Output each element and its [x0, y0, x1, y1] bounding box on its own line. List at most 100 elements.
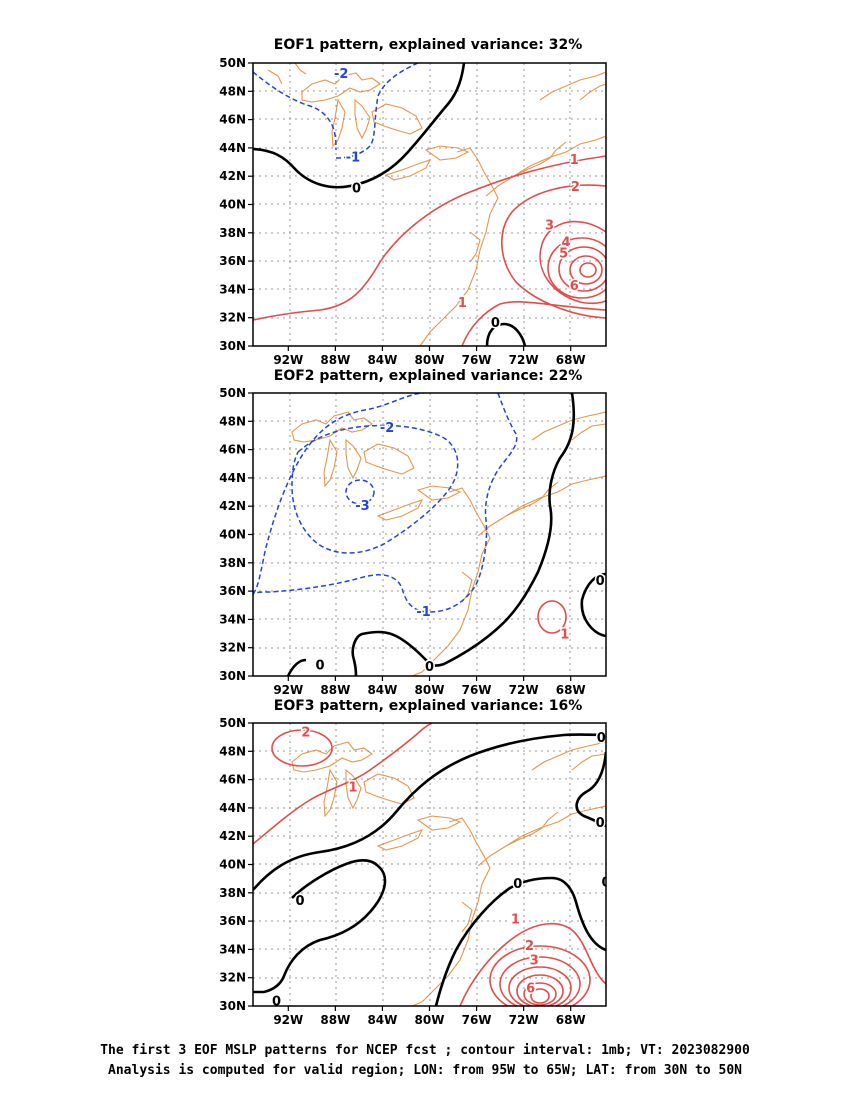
contour-label: -1	[416, 605, 430, 620]
eof1-contour-neg2	[253, 71, 337, 151]
caption-line-1: The first 3 EOF MSLP patterns for NCEP f…	[100, 1043, 750, 1058]
eof2-axes: 50N 48N 46N 44N 42N 40N 38N 36N 34N 32N 30N 92W 88W 8…	[219, 386, 585, 697]
lon-tick-label: 68W	[556, 1013, 586, 1027]
lat-tick-label: 34N	[219, 612, 246, 626]
contour-label: 2	[301, 725, 310, 740]
lat-tick-label: 34N	[219, 942, 246, 956]
lat-tick-label: 40N	[219, 858, 246, 872]
contour-label: 0	[316, 659, 325, 674]
eof3-contour-zero-b	[253, 859, 387, 994]
lon-tick-label: 80W	[415, 683, 445, 697]
eof1-coastline	[267, 63, 606, 346]
eof1-contour-labels: -2 -1 0 1 2 345 6 1 0	[333, 65, 582, 332]
lat-tick-label: 44N	[219, 141, 246, 155]
eof2-contour-zero-b	[286, 658, 307, 676]
lon-tick-label: 72W	[509, 353, 539, 367]
eof1-grid	[253, 63, 606, 346]
lat-tick-label: 40N	[219, 198, 246, 212]
contour-label: 1	[570, 153, 579, 168]
lon-tick-label: 92W	[273, 1013, 303, 1027]
lon-tick-label: 76W	[462, 1013, 492, 1027]
contour-label: 6	[526, 982, 535, 997]
contour-label: -2	[334, 67, 348, 82]
lon-tick-label: 88W	[320, 683, 350, 697]
lat-tick-label: 36N	[219, 254, 246, 268]
contour-label: 0	[597, 731, 606, 746]
contour-label: 3	[530, 953, 539, 968]
lat-tick-label: 36N	[219, 584, 246, 598]
lat-tick-label: 42N	[219, 169, 246, 183]
eof2-panel: EOF2 pattern, explained variance: 22%	[219, 368, 607, 697]
eof3-contour-pos1-b	[459, 923, 606, 1006]
lat-tick-label: 42N	[219, 499, 246, 513]
eof2-contour-zero	[351, 393, 576, 676]
lon-tick-label: 84W	[367, 353, 397, 367]
lon-tick-label: 68W	[556, 353, 586, 367]
eof1-contour-pos1	[253, 155, 606, 321]
contour-label: 3	[545, 218, 554, 233]
eof3-contour-pos6	[523, 982, 557, 1006]
contour-label: 0	[596, 816, 605, 831]
eof1-axes: 50N 48N 46N 44N 42N 40N 38N 36N 34N 32N 30N 92W 88W 8…	[219, 56, 585, 367]
eof1-contour-zero-b	[485, 322, 527, 346]
lat-tick-label: 30N	[219, 669, 246, 683]
eof3-contour-pos5	[516, 974, 564, 1006]
contour-label: 1	[348, 781, 357, 796]
eof1-panel: EOF1 pattern, explained variance: 32%	[219, 37, 607, 367]
contour-label: -2	[380, 421, 394, 436]
lon-tick-label: 84W	[367, 683, 397, 697]
eof1-title: EOF1 pattern, explained variance: 32%	[274, 37, 582, 53]
eof3-contour-zero-c	[434, 876, 606, 1006]
lat-tick-label: 38N	[219, 556, 246, 570]
lat-tick-label: 32N	[219, 641, 246, 655]
contour-label: 0	[296, 894, 305, 909]
lon-tick-label: 88W	[320, 353, 350, 367]
eof2-contour-neg1	[253, 393, 518, 613]
lat-tick-label: 48N	[219, 84, 246, 98]
lat-tick-label: 46N	[219, 113, 246, 127]
eof1-contour-pos4	[547, 237, 606, 299]
eof1-contour-neg1	[335, 63, 419, 159]
eof3-axes: 50N 48N 46N 44N 42N 40N 38N 36N 34N 32N 30N 92W 88W 8…	[219, 716, 585, 1027]
contour-label: 0	[352, 182, 361, 197]
eof2-contour-neg2	[291, 424, 459, 554]
lat-tick-label: 30N	[219, 999, 246, 1013]
eof2-contour-pos1	[537, 600, 567, 634]
contour-label: 0	[596, 574, 605, 589]
contour-label: 1	[511, 912, 520, 927]
contour-label: -1	[346, 150, 360, 165]
lat-tick-label: 48N	[219, 414, 246, 428]
lon-tick-label: 88W	[320, 1013, 350, 1027]
caption-line-2: Analysis is computed for valid region; L…	[108, 1063, 742, 1078]
lat-tick-label: 50N	[219, 386, 246, 400]
lon-tick-label: 92W	[273, 353, 303, 367]
eof2-title: EOF2 pattern, explained variance: 22%	[274, 368, 582, 384]
eof1-contour-pos6	[569, 255, 603, 285]
lat-tick-label: 42N	[219, 829, 246, 843]
contour-label: 4	[561, 235, 570, 250]
lat-tick-label: 32N	[219, 971, 246, 985]
eof1-contour-pos2	[501, 184, 606, 319]
lat-tick-label: 38N	[219, 226, 246, 240]
eof3-title: EOF3 pattern, explained variance: 16%	[274, 698, 582, 714]
lat-tick-label: 48N	[219, 744, 246, 758]
lon-tick-label: 72W	[509, 683, 539, 697]
contour-label: 0	[491, 316, 500, 331]
eof2-contour-zero-c	[580, 572, 606, 638]
eof2-grid	[253, 393, 606, 676]
lon-tick-label: 92W	[273, 683, 303, 697]
contour-label: 0	[601, 875, 610, 890]
lon-tick-label: 84W	[367, 1013, 397, 1027]
eof3-contour-zero	[253, 733, 606, 891]
eof2-coastline	[291, 411, 606, 676]
eof3-contour-pos1	[253, 723, 433, 845]
lon-tick-label: 68W	[556, 683, 586, 697]
eof3-contour-pos2-b	[489, 945, 591, 1006]
eof1-contours	[253, 63, 606, 346]
eof3-panel: EOF3 pattern, explained variance: 16%	[219, 698, 610, 1027]
lat-tick-label: 32N	[219, 311, 246, 325]
eof1-contour-pos5	[558, 246, 606, 292]
eof1-contour-pos7	[579, 262, 597, 278]
eof3-contour-pos4	[508, 966, 572, 1006]
